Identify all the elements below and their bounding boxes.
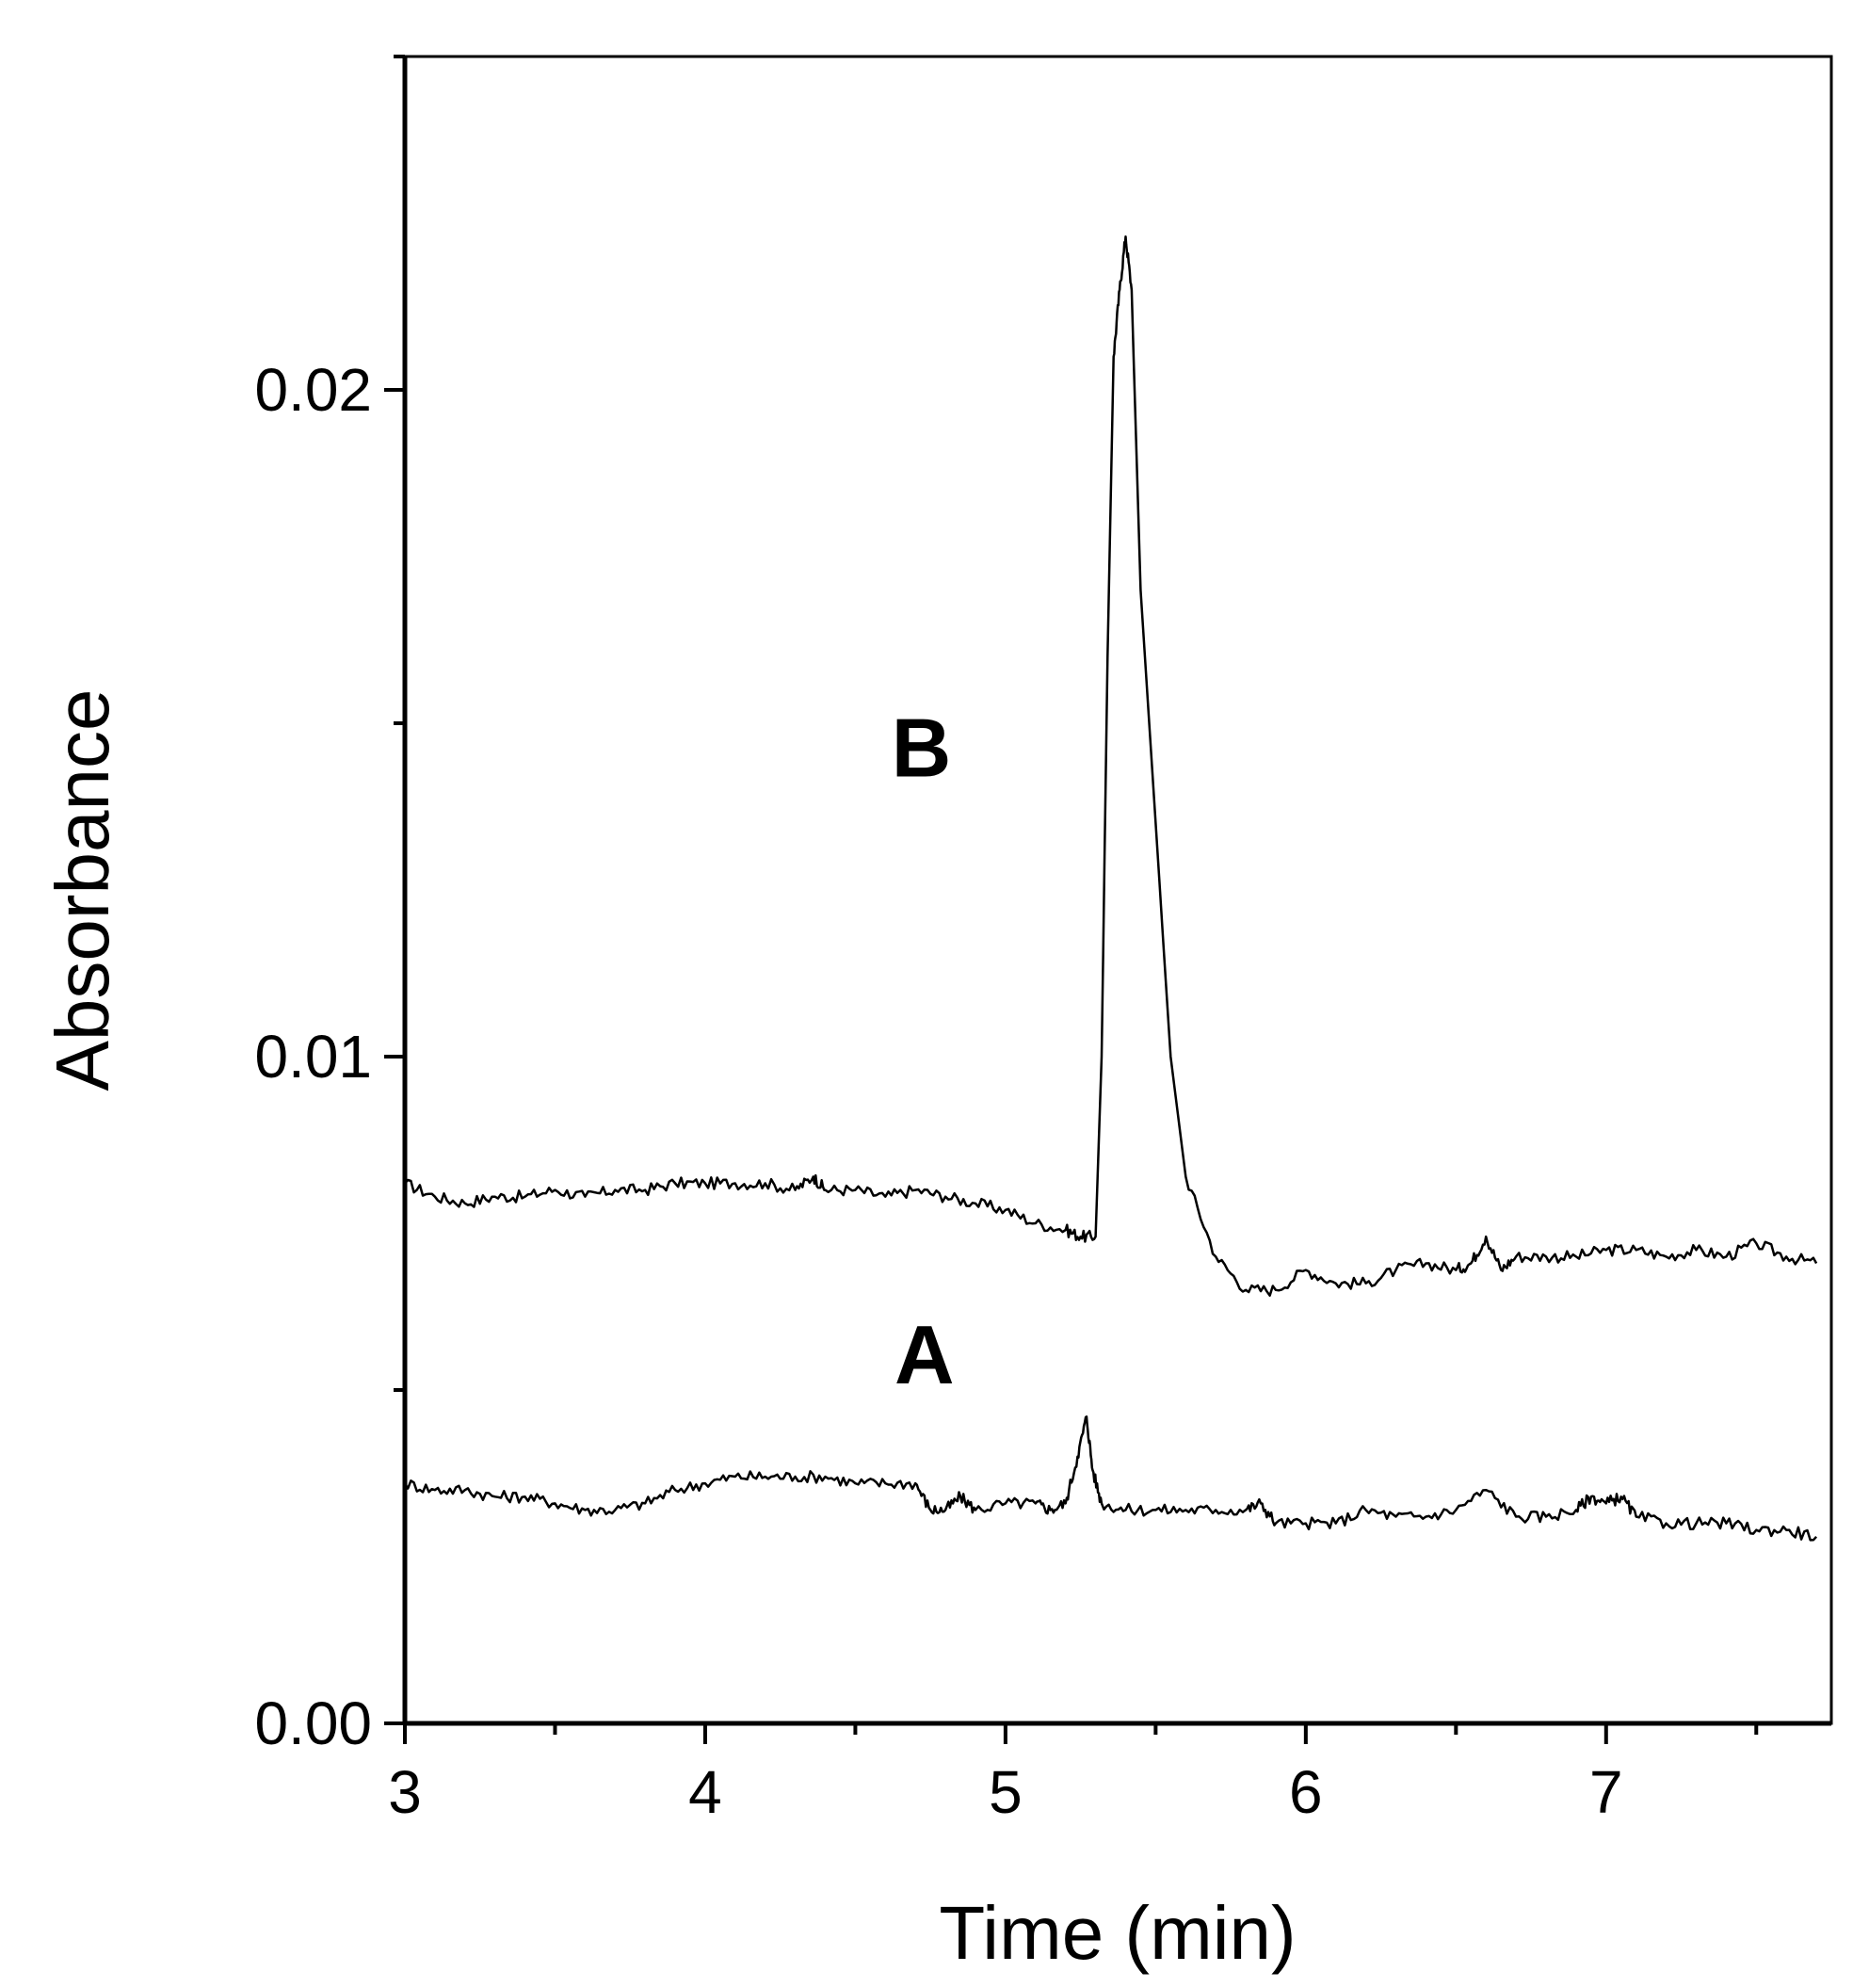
y-tick-label: 0.02 — [254, 356, 372, 424]
x-tick-label: 5 — [989, 1758, 1023, 1826]
x-tick-label: 4 — [688, 1758, 722, 1826]
y-tick-label: 0.00 — [254, 1689, 372, 1757]
series-label-B: B — [892, 702, 952, 795]
x-tick-label: 7 — [1589, 1758, 1623, 1826]
series-line-A — [403, 1415, 1818, 1542]
y-axis-title: Absorbance — [40, 689, 124, 1091]
x-axis-title: Time (min) — [939, 1891, 1296, 1975]
axes-layer: 3 4 5 6 7 0.00 0.01 0.02 — [254, 55, 1831, 1826]
x-tick-label: 6 — [1289, 1758, 1323, 1826]
x-tick-label: 3 — [388, 1758, 422, 1826]
label-layer: Time (min) Absorbance B A — [40, 689, 1297, 1975]
series-layer — [403, 234, 1818, 1542]
series-line-B — [404, 234, 1818, 1297]
series-label-A: A — [894, 1308, 955, 1401]
y-tick-label: 0.01 — [254, 1023, 372, 1091]
